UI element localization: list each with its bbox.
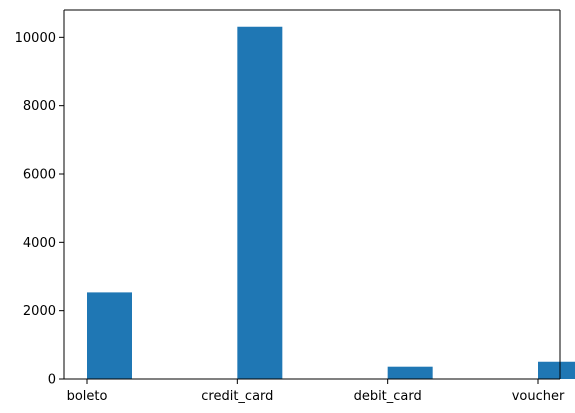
y-axis-ticks: 0 2000 4000 6000 8000 10000 <box>15 31 64 388</box>
bar-voucher <box>538 361 575 379</box>
axes-frame <box>63 9 561 380</box>
x-tick-label: voucher <box>512 389 565 404</box>
x-tick-label: boleto <box>67 389 108 404</box>
bar-boleto <box>87 292 132 379</box>
bars-group <box>87 26 575 379</box>
y-tick-label: 0 <box>48 373 56 388</box>
y-tick-label: 8000 <box>23 99 56 114</box>
y-tick-label: 2000 <box>23 304 56 319</box>
y-tick-label: 4000 <box>23 236 56 251</box>
x-tick-label: debit_card <box>354 389 422 404</box>
x-axis-ticks: boleto credit_card debit_card voucher <box>67 379 565 404</box>
bar-credit_card <box>237 26 283 379</box>
y-tick-label: 10000 <box>15 31 56 46</box>
plot-area <box>64 10 560 379</box>
x-tick-label: credit_card <box>201 389 273 404</box>
bar-debit_card <box>387 366 433 379</box>
y-tick-label: 6000 <box>23 168 56 183</box>
